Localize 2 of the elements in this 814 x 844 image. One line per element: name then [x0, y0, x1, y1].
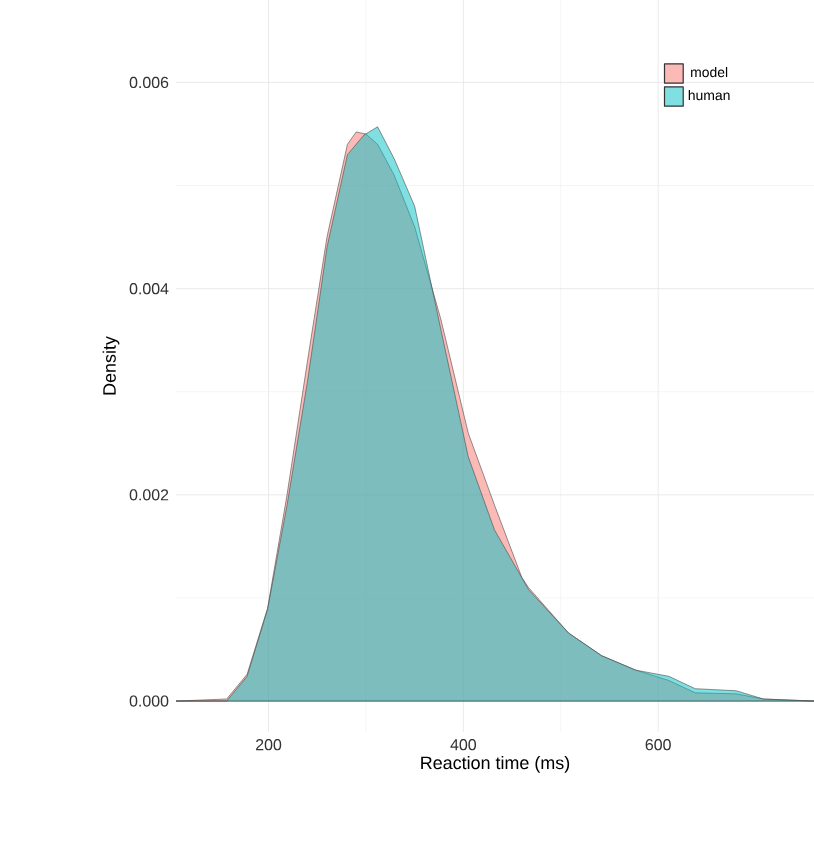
y-axis-title: Density: [102, 336, 120, 395]
x-axis-title: Reaction time (ms): [421, 756, 570, 773]
